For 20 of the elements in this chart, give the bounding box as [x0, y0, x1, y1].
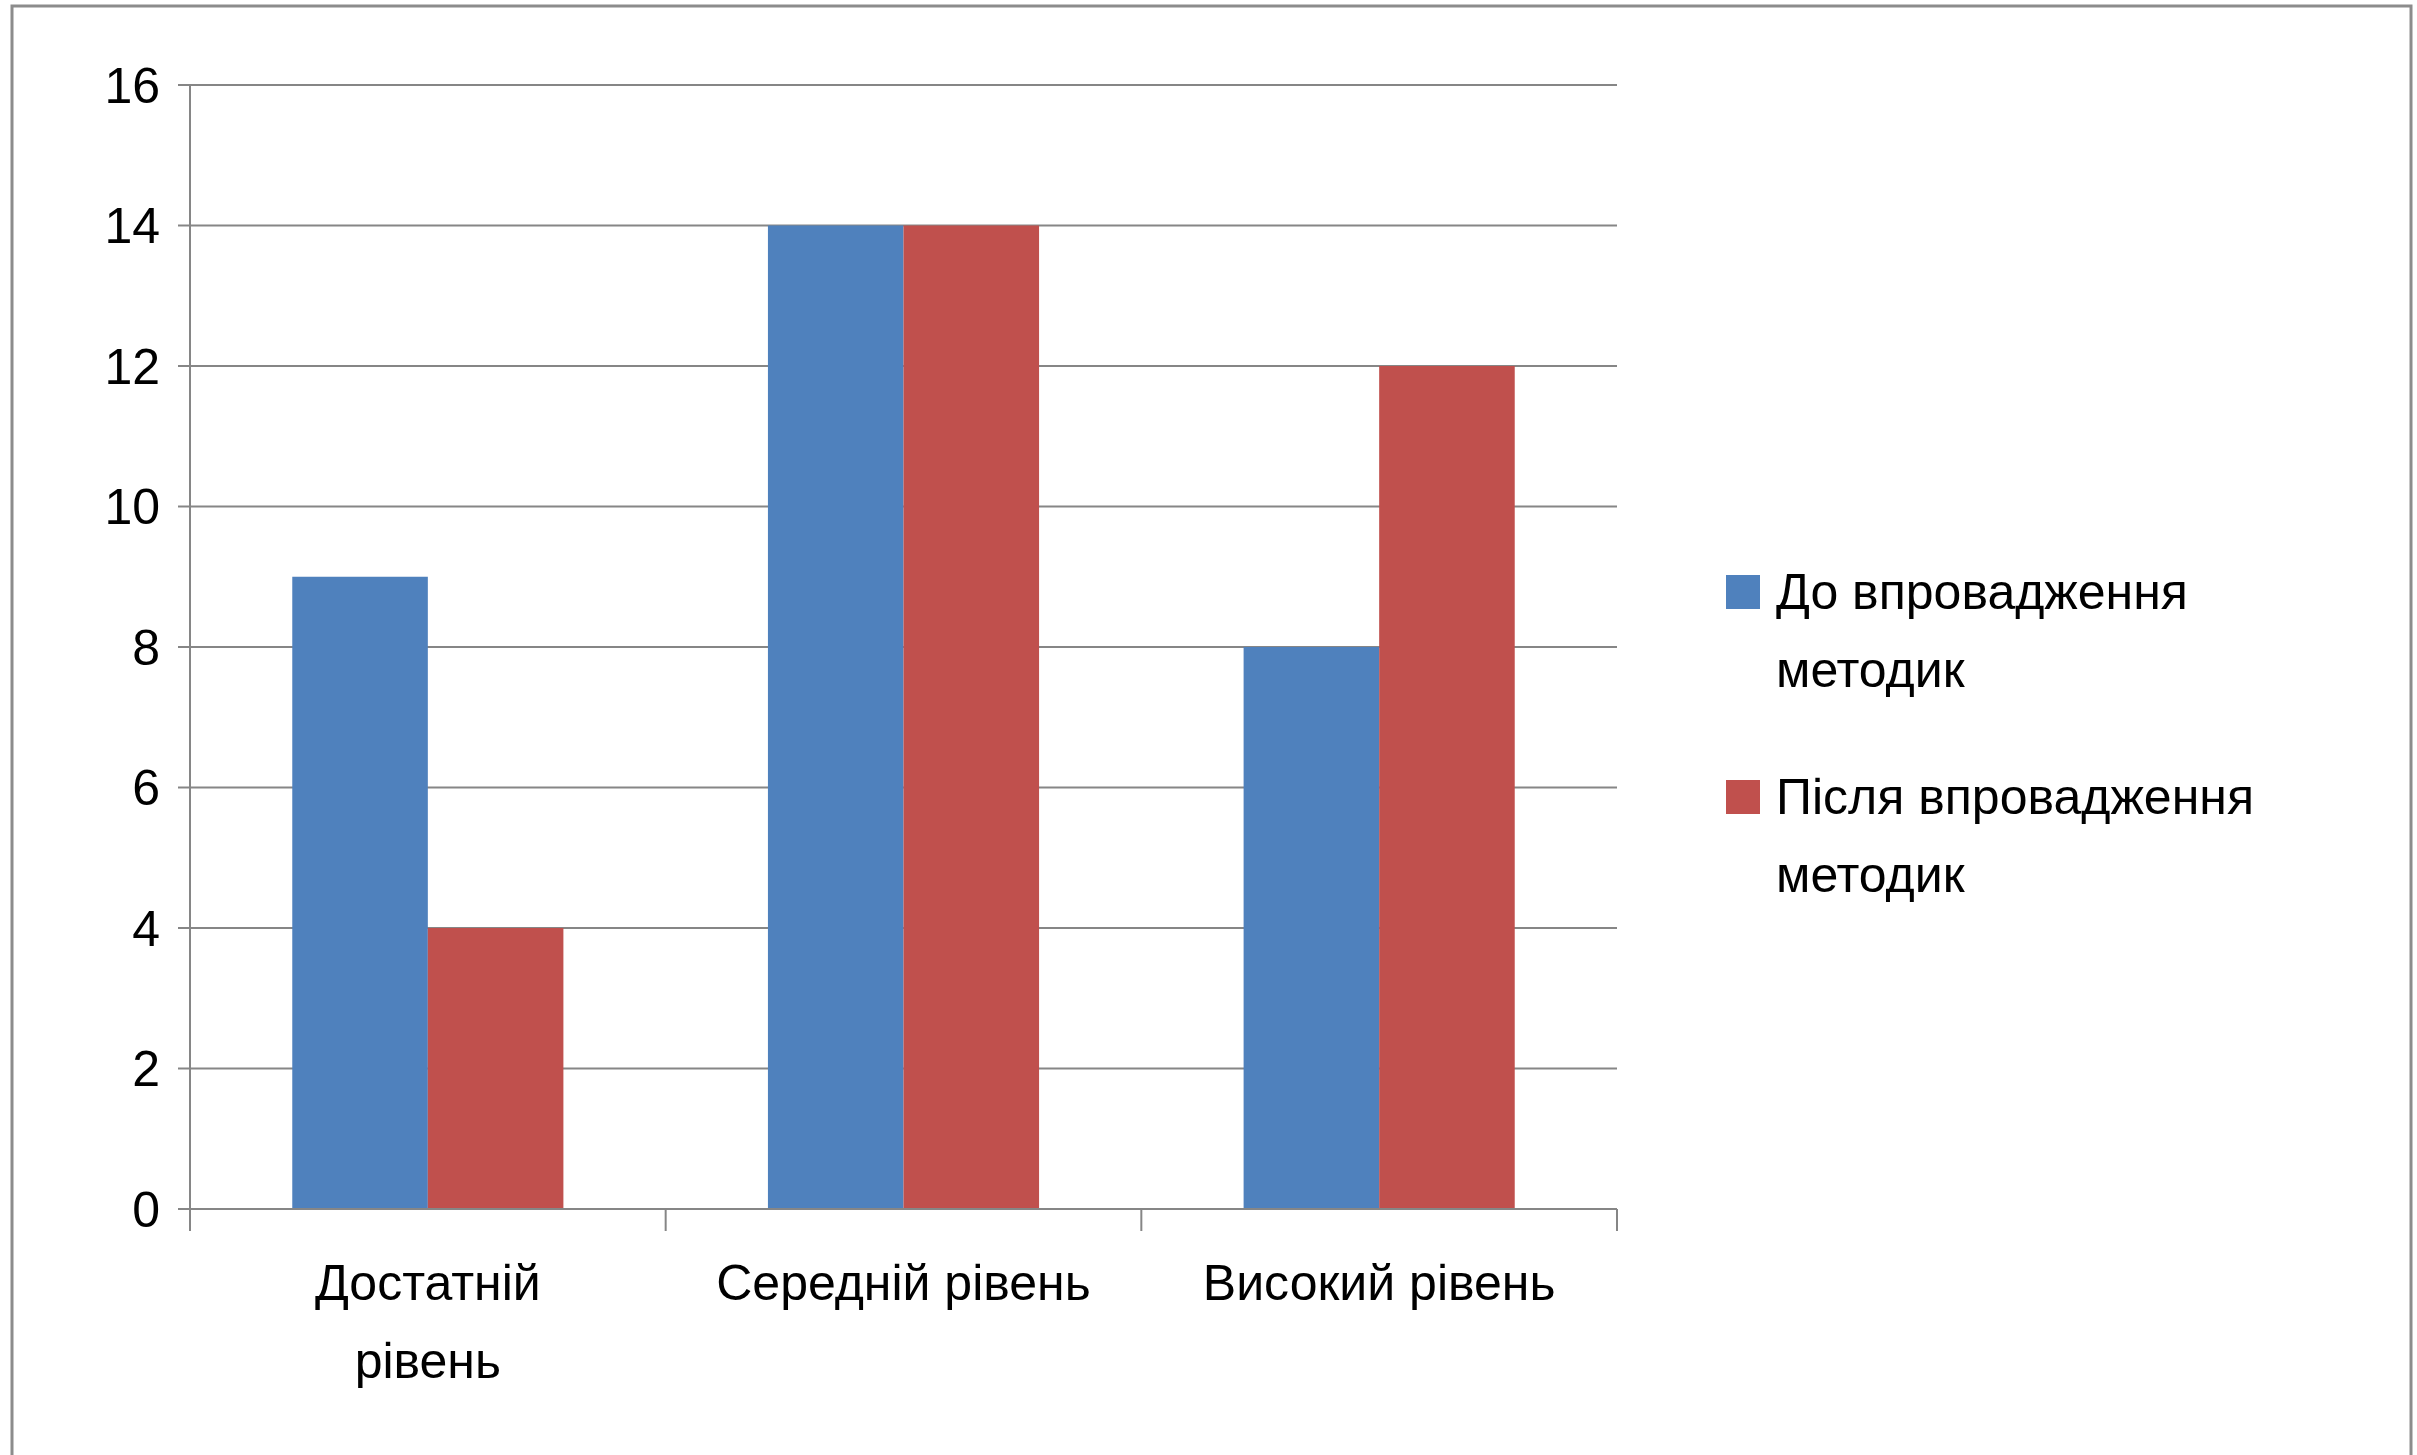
- bar: [1379, 366, 1515, 1209]
- bar: [427, 928, 564, 1209]
- bar: [1243, 647, 1380, 1209]
- y-tick-label: 0: [132, 1181, 160, 1238]
- y-tick-label: 10: [104, 479, 160, 535]
- y-tick-label: 16: [104, 57, 160, 114]
- bar: [903, 225, 1040, 1209]
- x-tick-label: Середній рівень: [716, 1255, 1091, 1311]
- x-tick-label: Достатній рівень: [314, 1255, 541, 1389]
- y-tick-label: 12: [104, 338, 160, 395]
- bar: [292, 576, 428, 1209]
- x-tick-label: Високий рівень: [1202, 1255, 1556, 1311]
- bar: [767, 225, 904, 1209]
- legend-label: Після впровадження методик: [1776, 769, 2254, 903]
- y-tick-label: 6: [132, 760, 160, 816]
- legend-label: До впровадження методик: [1776, 564, 2188, 698]
- y-tick-label: 2: [132, 1041, 160, 1097]
- y-tick-label: 14: [104, 198, 160, 254]
- y-tick-label: 8: [132, 619, 160, 676]
- y-tick-label: 4: [132, 900, 160, 957]
